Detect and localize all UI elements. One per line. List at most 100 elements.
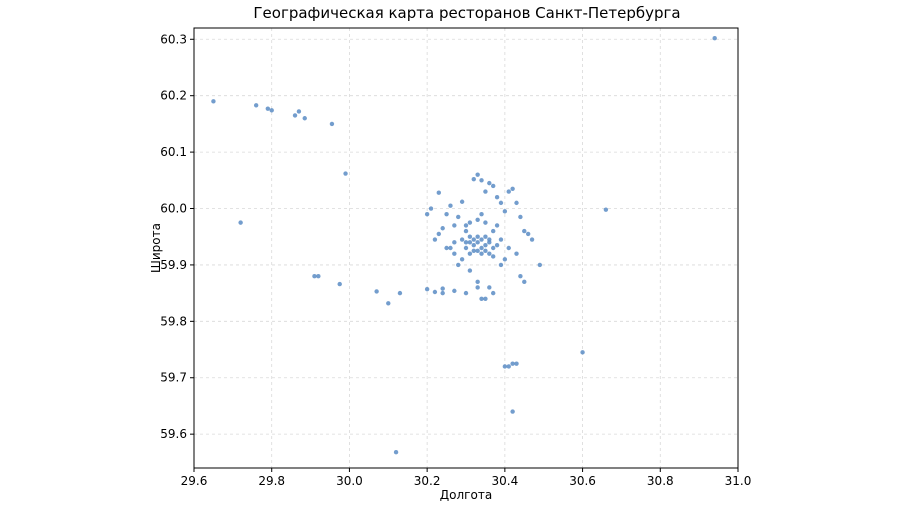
data-point [498,262,504,268]
data-point [459,199,465,204]
y-axis-label: Широта [149,223,163,273]
data-point [510,409,515,414]
data-point [467,240,473,245]
x-tick-label: 31.0 [725,474,752,488]
data-point [537,262,543,268]
data-point [479,237,484,242]
y-tick-label: 60.2 [160,89,187,103]
data-point [479,296,484,301]
data-point [487,251,492,256]
data-point [506,364,511,369]
y-tick-label: 60.1 [160,145,187,159]
data-point [506,245,511,251]
data-point [479,211,484,217]
data-point [475,217,480,222]
data-point [302,116,307,121]
data-point [471,176,476,182]
data-point [467,220,473,225]
data-point [514,251,519,256]
data-point [440,226,445,231]
data-point [292,113,298,118]
data-point [296,109,302,114]
data-point [440,286,445,291]
x-tick-label: 30.8 [647,474,674,488]
data-point [463,245,469,251]
data-point [494,242,500,248]
data-point [452,240,457,245]
data-point [452,223,457,228]
points-layer [211,35,717,455]
data-point [463,240,469,245]
plot-frame [193,27,739,469]
data-point [491,228,496,234]
data-point [475,172,480,177]
data-point [475,285,480,290]
data-point [498,237,504,242]
data-point [374,289,379,294]
data-point [386,301,391,306]
data-point [491,290,496,296]
data-point [312,274,317,279]
data-point [603,207,609,212]
data-point [479,178,484,183]
data-point [475,279,480,285]
data-point [440,290,445,296]
data-point [475,248,480,254]
data-point [510,186,515,191]
y-axis: 59.6 59.7 59.8 59.9 60.0 60.1 60.2 60.3 [160,32,194,441]
data-point [580,350,585,355]
data-point [467,251,473,256]
data-point [483,220,488,225]
data-point [343,171,348,176]
data-point [424,286,430,292]
x-tick-label: 29.6 [181,474,208,488]
data-point [436,190,441,195]
data-point [471,248,476,254]
data-point [510,361,515,366]
data-point [518,214,523,220]
data-point [475,240,480,245]
data-point [463,223,469,228]
data-point [475,234,480,239]
data-point [448,203,453,208]
data-point [483,296,488,301]
data-point [483,189,488,194]
data-point [502,364,508,369]
data-point [265,106,271,111]
chart-title: Географическая карта ресторанов Санкт-Пе… [253,4,680,22]
data-point [494,223,500,228]
data-point [491,245,496,251]
data-point [432,289,438,295]
data-point [456,262,461,268]
x-tick-label: 29.8 [258,474,285,488]
x-axis: 29.6 29.8 30.0 30.2 30.4 30.6 30.8 31.0 [181,468,752,488]
data-point [329,121,335,127]
data-point [424,211,430,217]
data-point [436,231,441,237]
y-tick-label: 59.9 [160,258,187,272]
data-point [428,206,434,211]
data-point [479,245,484,251]
x-tick-label: 30.0 [336,474,363,488]
data-point [483,234,488,239]
data-point [269,108,274,113]
data-point [432,237,438,242]
data-point [529,237,535,242]
data-point [471,237,476,242]
data-point [444,245,449,251]
data-point [316,274,321,279]
data-point [397,290,403,296]
y-tick-label: 59.8 [160,314,187,328]
data-point [522,228,527,234]
x-tick-label: 30.2 [414,474,441,488]
data-point [522,279,527,285]
data-point [467,234,473,239]
data-point [456,214,461,220]
data-point [238,220,243,225]
data-point [487,237,492,242]
data-point [479,251,484,256]
data-point [463,228,469,234]
data-point [487,285,492,290]
y-tick-label: 60.3 [160,32,187,46]
data-point [514,361,519,366]
